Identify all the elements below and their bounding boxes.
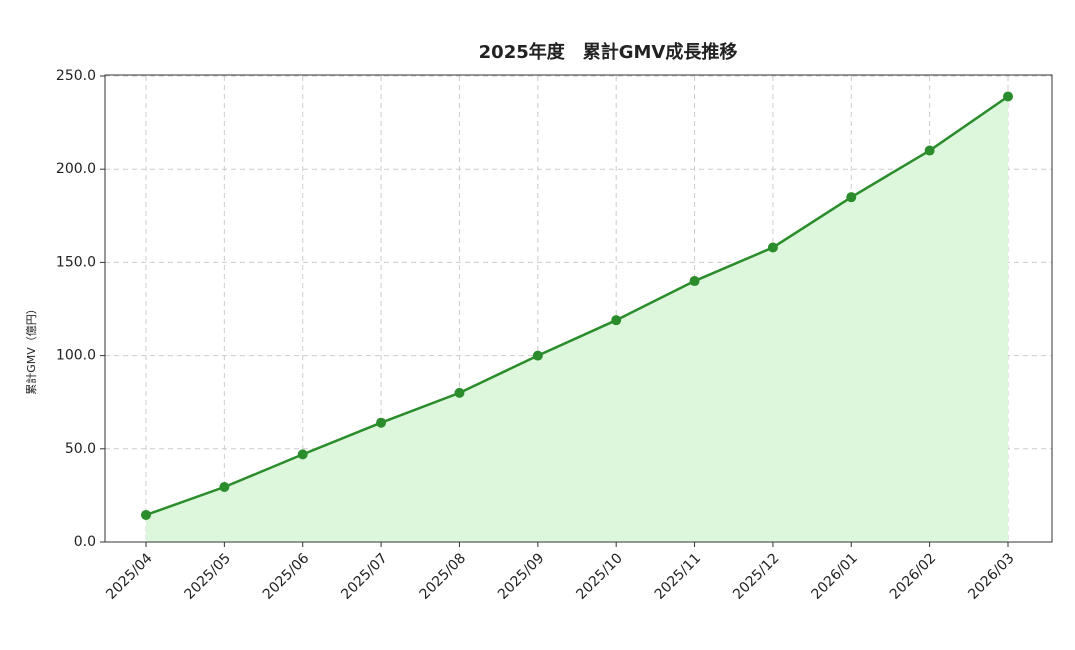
y-tick-label: 100.0 (56, 348, 96, 364)
x-tick-label: 2025/07 (338, 550, 390, 602)
y-tick-label: 150.0 (56, 254, 96, 270)
marker (297, 449, 308, 460)
x-tick-label: 2025/08 (417, 550, 469, 602)
marker (924, 145, 935, 156)
marker (219, 482, 230, 493)
marker (454, 387, 465, 398)
x-tick-label: 2025/05 (182, 550, 234, 602)
marker (376, 417, 387, 428)
y-tick-label: 200.0 (56, 161, 96, 177)
x-tick-label: 2025/12 (730, 550, 782, 602)
marker (141, 509, 151, 520)
x-tick-label: 2025/09 (495, 550, 547, 602)
x-tick-label: 2025/11 (652, 550, 704, 602)
x-tick-label: 2026/01 (808, 550, 860, 602)
marker (532, 350, 543, 361)
chart-title: 2025年度 累計GMV成長推移 (479, 41, 738, 63)
x-tick-label: 2026/03 (965, 550, 1017, 602)
marker (689, 276, 700, 287)
marker (1003, 91, 1013, 102)
x-tick-label: 2026/02 (887, 550, 939, 602)
x-tick-label: 2025/04 (103, 550, 156, 603)
x-tick-label: 2025/10 (573, 550, 625, 602)
area (146, 96, 1008, 542)
marker (611, 315, 622, 326)
marker (846, 192, 857, 203)
y-axis-label: 累計GMV（億円） (24, 303, 38, 395)
plot-frame (104, 74, 1053, 543)
x-tick-label: 2025/06 (260, 550, 313, 603)
marker (767, 242, 778, 253)
y-tick-label: 250.0 (56, 68, 96, 84)
y-tick-label: 50.0 (65, 441, 96, 457)
y-tick-label: 0.0 (74, 534, 96, 550)
line (145, 95, 1009, 517)
